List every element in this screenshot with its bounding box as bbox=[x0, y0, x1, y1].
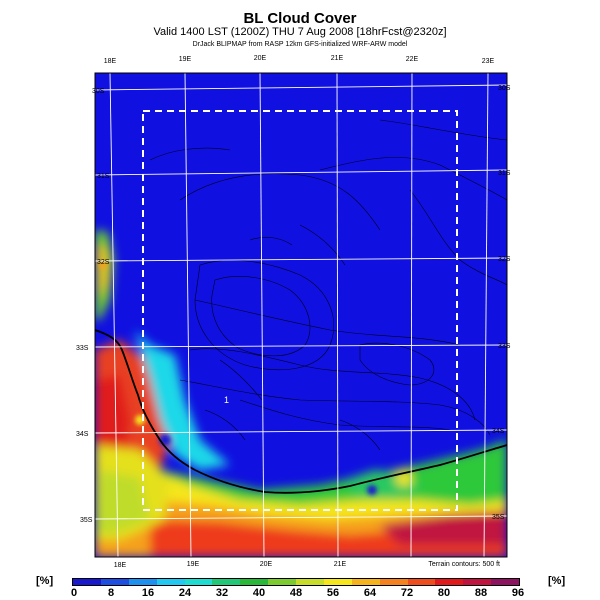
colorbar-swatch bbox=[268, 579, 296, 585]
spot-label: 1 bbox=[224, 395, 229, 405]
map-title: BL Cloud Cover bbox=[243, 10, 357, 27]
top-lon-label: 23E bbox=[482, 58, 495, 65]
colorbar-swatch bbox=[463, 579, 492, 585]
colorbar-tick-label: 32 bbox=[215, 587, 229, 599]
colorbar-swatch bbox=[491, 579, 519, 585]
bottom-lon-label: 20E bbox=[260, 561, 273, 568]
bottom-lon-label: 21E bbox=[334, 561, 347, 568]
right-lat-label: 33S bbox=[498, 343, 511, 350]
colorbar-tick-label: 64 bbox=[363, 587, 377, 599]
model-credit: DrJack BLIPMAP from RASP 12km GFS-initia… bbox=[192, 41, 408, 48]
terrain-contours bbox=[149, 119, 507, 451]
top-lon-label: 18E bbox=[104, 58, 117, 65]
colorbar-tick-label: 8 bbox=[107, 587, 115, 599]
right-lat-label: 31S bbox=[498, 170, 511, 177]
map-subtitle: Valid 1400 LST (1200Z) THU 7 Aug 2008 [1… bbox=[153, 26, 447, 38]
colorbar-swatch bbox=[212, 579, 241, 585]
right-lat-label: 35S bbox=[492, 514, 505, 521]
coastline bbox=[95, 329, 507, 494]
colorbar-swatch bbox=[100, 579, 129, 585]
cloud-cover-field bbox=[95, 230, 507, 557]
colorbar-tick-label: 72 bbox=[400, 587, 414, 599]
colorbar-swatch bbox=[379, 579, 408, 585]
colorbar-tick-label: 0 bbox=[70, 587, 78, 599]
inner-domain-box bbox=[142, 110, 458, 511]
right-lat-label: 30S bbox=[498, 85, 511, 92]
colorbar-tick-label: 40 bbox=[252, 587, 266, 599]
colorbar bbox=[72, 578, 520, 586]
left-lat-label: 32S bbox=[97, 259, 110, 266]
colorbar-tick-label: 96 bbox=[511, 587, 525, 599]
right-lat-label: 34S bbox=[492, 428, 505, 435]
left-lat-label: 33S bbox=[76, 345, 89, 352]
colorbar-swatch bbox=[435, 579, 464, 585]
right-lat-label: 32S bbox=[498, 256, 511, 263]
top-lon-label: 19E bbox=[179, 56, 192, 63]
colorbar-tick-label: 48 bbox=[289, 587, 303, 599]
colorbar-tick-label: 24 bbox=[178, 587, 192, 599]
colorbar-swatch bbox=[351, 579, 380, 585]
colorbar-tick-label: 88 bbox=[474, 587, 488, 599]
top-lon-label: 22E bbox=[406, 56, 419, 63]
left-lat-label: 34S bbox=[76, 431, 89, 438]
colorbar-tick-label: 80 bbox=[437, 587, 451, 599]
colorbar-swatch bbox=[128, 579, 157, 585]
top-lon-label: 20E bbox=[254, 55, 267, 62]
left-lat-label: 31S bbox=[97, 173, 110, 180]
colorbar-swatch bbox=[407, 579, 436, 585]
colorbar-swatch bbox=[323, 579, 352, 585]
colorbar-tick-label: 16 bbox=[141, 587, 155, 599]
left-lat-label: 35S bbox=[80, 517, 93, 524]
colorbar-swatch bbox=[184, 579, 213, 585]
colorbar-unit-right: [%] bbox=[548, 575, 566, 587]
colorbar-swatch bbox=[156, 579, 185, 585]
lat-lon-grid bbox=[95, 73, 507, 557]
colorbar-tick-label: 56 bbox=[326, 587, 340, 599]
terrain-contours-note: Terrain contours: 500 ft bbox=[428, 561, 500, 568]
map-frame bbox=[94, 72, 508, 558]
left-lat-label: 30S bbox=[92, 88, 105, 95]
bottom-lon-label: 19E bbox=[187, 561, 200, 568]
bottom-lon-label: 18E bbox=[114, 562, 127, 569]
top-lon-label: 21E bbox=[331, 55, 344, 62]
colorbar-swatch bbox=[73, 579, 101, 585]
colorbar-swatch bbox=[240, 579, 269, 585]
colorbar-unit-left: [%] bbox=[36, 575, 54, 587]
colorbar-swatch bbox=[296, 579, 324, 585]
